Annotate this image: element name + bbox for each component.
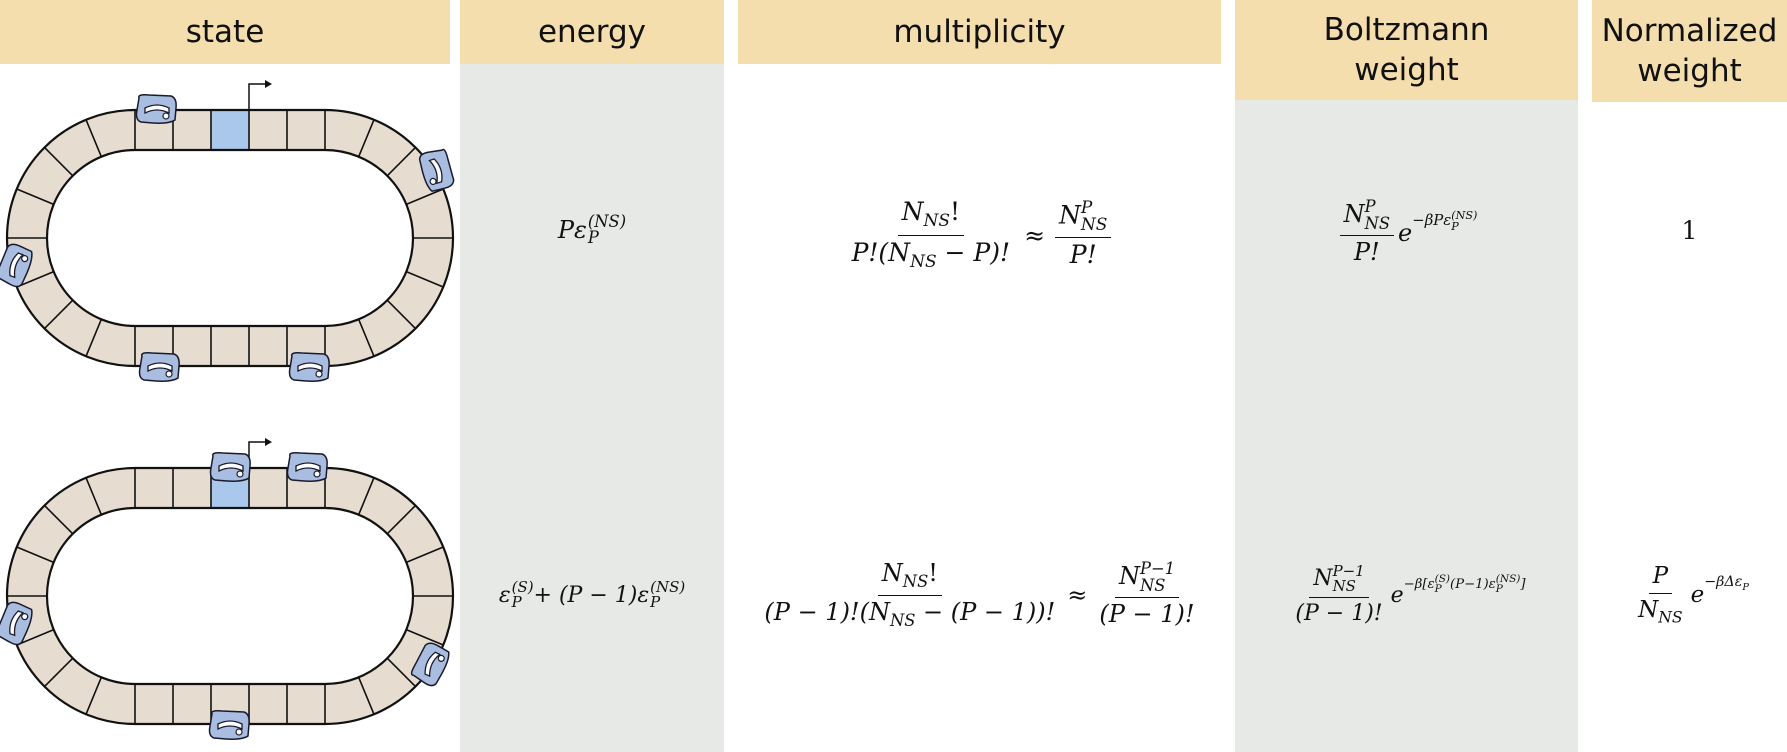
energy-column-bg [460,58,724,752]
state-diagram-nonspecific [0,80,455,382]
multiplicity-row2: NNS! (P − 1)!(NNS − (P − 1))! ≈ N P−1 NS (… [764,558,1195,630]
rna-polymerase [286,452,328,482]
tss-arrowhead [265,438,272,446]
tss-arrow [248,83,265,110]
rna-polymerase [208,710,250,740]
tss-arrow [248,441,265,468]
rna-polymerase [209,452,251,482]
promoter-site [211,110,249,150]
rna-polymerase [0,601,33,646]
energy-row2: ε (S) P + (P − 1)ε (NS) P [498,578,686,611]
rna-polymerase [418,148,455,193]
rna-polymerase [138,352,180,382]
header-multiplicity: multiplicity [738,0,1221,64]
rna-polymerase [135,94,177,124]
state-diagram-specific [0,438,455,740]
normalized-row2: P NNS e −βΔεP [1638,563,1749,627]
multiplicity-row1: NNS! P!(NNS − P)! ≈ N P NS P! [738,190,1221,280]
header-normalized-weight: Normalized weight [1592,0,1787,102]
boltzmann-row1: N P NS P! e −βPε (NS) P [1235,188,1578,278]
boltzmann-column-bg [1235,88,1578,752]
header-boltzmann-weight: Boltzmann weight [1235,0,1578,100]
header-state: state [0,0,450,64]
normalized-row1: 1 [1681,215,1698,245]
tss-arrowhead [265,80,272,88]
boltzmann-row2: N P−1 NS (P − 1)! e −β[ε (S) P (P−1)ε (NS) P] [1295,561,1526,626]
header-energy: energy [460,0,724,64]
rna-polymerase [288,352,330,382]
rna-polymerase [410,642,450,687]
rna-polymerase [0,243,33,288]
